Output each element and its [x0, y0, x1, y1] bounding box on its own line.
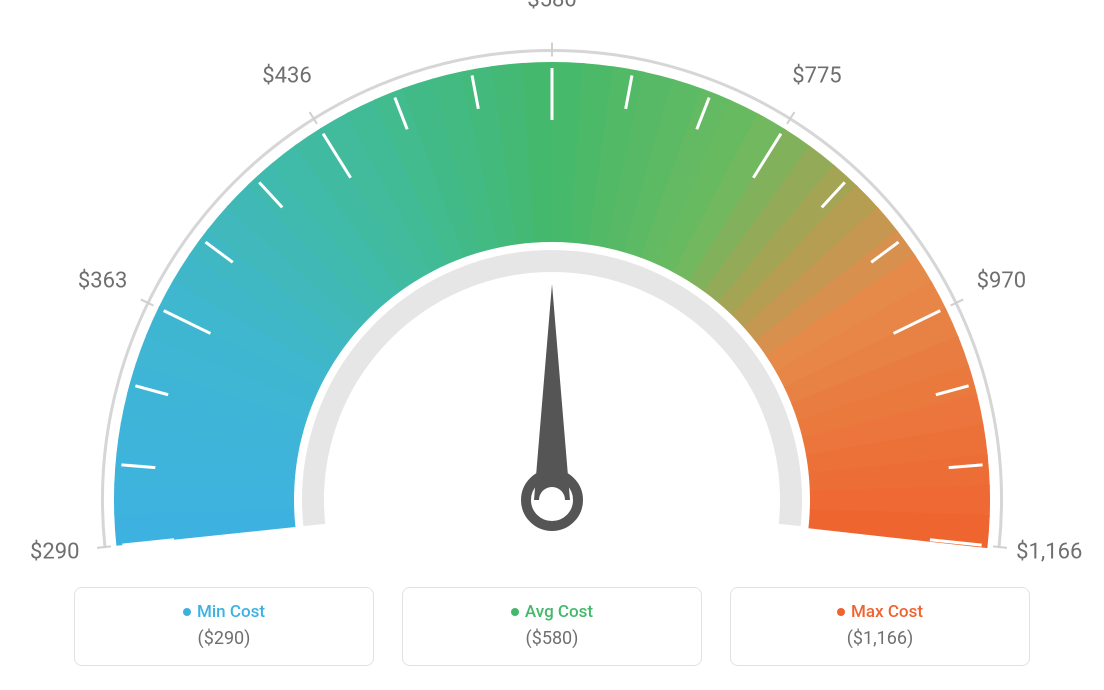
legend-max-value: ($1,166)	[749, 628, 1011, 649]
gauge-chart: $290$363$436$580$775$970$1,166	[0, 0, 1104, 560]
legend-row: Min Cost ($290) Avg Cost ($580) Max Cost…	[0, 587, 1104, 666]
legend-max: Max Cost ($1,166)	[730, 587, 1030, 666]
legend-min: Min Cost ($290)	[74, 587, 374, 666]
gauge-tick-label: $1,166	[1016, 540, 1082, 565]
gauge-tick-label: $775	[792, 63, 841, 88]
legend-avg: Avg Cost ($580)	[402, 587, 702, 666]
gauge-tick-label: $970	[977, 268, 1026, 293]
gauge-tick-label: $363	[78, 268, 127, 293]
legend-max-label: Max Cost	[851, 602, 923, 622]
cost-gauge-widget: $290 $363 $436 $580 $775 $970 $1,166 Min Cost …	[0, 0, 1104, 690]
legend-min-value: ($290)	[93, 628, 355, 649]
gauge-tick-label: $290	[30, 540, 79, 565]
legend-min-label: Min Cost	[197, 602, 265, 622]
gauge-tick-label: $580	[527, 0, 576, 13]
dot-icon	[837, 608, 845, 616]
dot-icon	[511, 608, 519, 616]
gauge-tick-label: $436	[262, 63, 311, 88]
dot-icon	[183, 608, 191, 616]
legend-avg-value: ($580)	[421, 628, 683, 649]
legend-avg-label: Avg Cost	[525, 602, 593, 622]
